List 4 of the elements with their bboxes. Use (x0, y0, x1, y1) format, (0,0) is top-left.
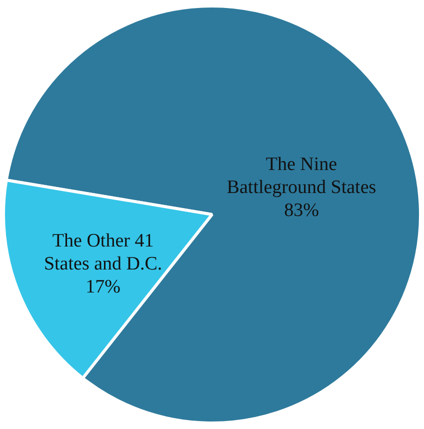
data-label: 17% (86, 276, 121, 298)
data-label: 83% (284, 200, 320, 221)
slice-label: The Other 41 States and D.C. (44, 230, 162, 275)
slice-label: The Nine Battleground States (226, 154, 376, 198)
